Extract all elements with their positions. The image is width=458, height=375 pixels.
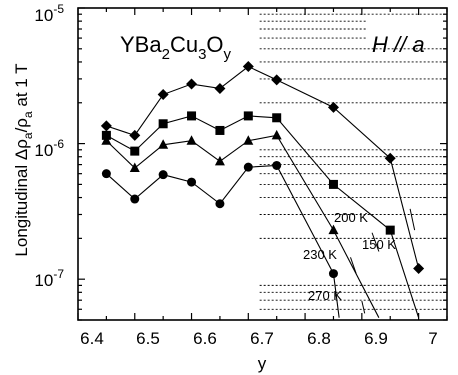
data-point xyxy=(272,113,282,123)
series-label-150k: 150 K xyxy=(362,237,396,252)
field-background xyxy=(367,14,445,45)
y-tick-label: 10-6 xyxy=(34,137,64,160)
x-tick-label: 6.4 xyxy=(80,329,104,348)
data-point xyxy=(158,170,168,180)
x-axis-title: y xyxy=(258,354,267,373)
data-point xyxy=(186,135,197,145)
data-point xyxy=(129,129,141,141)
series-line xyxy=(106,115,420,318)
data-point xyxy=(186,78,198,90)
x-tick-label: 6.7 xyxy=(250,329,274,348)
field-annotation: H // a xyxy=(372,32,425,57)
label-connector xyxy=(361,300,366,314)
data-point xyxy=(214,82,226,94)
data-point xyxy=(271,129,282,140)
data-point xyxy=(385,225,395,235)
markers-layer xyxy=(100,61,425,314)
formula-annotation: YBa2Cu3Oy xyxy=(120,32,232,63)
label-connector xyxy=(409,208,416,231)
x-tick-label: 6.8 xyxy=(307,329,331,348)
data-point xyxy=(328,179,338,189)
data-point xyxy=(101,169,111,179)
data-point xyxy=(272,160,282,170)
y-axis-title: Longitudinal Δρa/ρa at 1 T xyxy=(12,63,35,256)
series-line xyxy=(106,164,340,318)
data-point xyxy=(215,125,225,135)
data-point xyxy=(384,152,396,164)
y-tick-label: 10-5 xyxy=(34,2,64,25)
data-point xyxy=(214,155,225,166)
x-tick-label: 6.9 xyxy=(364,329,388,348)
x-tick-label: 6.6 xyxy=(193,329,217,348)
y-tick-label: 10-7 xyxy=(34,267,64,290)
data-point xyxy=(413,262,425,274)
formula-background xyxy=(100,14,254,45)
data-point xyxy=(243,111,253,121)
series-line xyxy=(106,65,420,269)
series-label-200k: 200 K xyxy=(334,210,368,225)
data-point xyxy=(243,162,253,172)
axes-layer xyxy=(77,7,448,321)
data-point xyxy=(243,135,254,145)
data-point xyxy=(129,162,140,173)
label-connector xyxy=(350,257,357,274)
data-point xyxy=(158,139,169,149)
data-point xyxy=(157,89,169,101)
data-point xyxy=(242,61,254,73)
label-connector xyxy=(371,232,380,252)
data-point xyxy=(130,194,140,204)
data-point xyxy=(101,135,112,145)
data-point xyxy=(328,224,339,235)
data-point xyxy=(328,269,338,279)
x-tick-label: 7 xyxy=(428,329,437,348)
grid-layer xyxy=(100,13,447,321)
lines-layer xyxy=(106,65,420,318)
data-point xyxy=(187,111,197,121)
data-point xyxy=(130,146,140,156)
x-tick-label: 6.5 xyxy=(136,329,160,348)
data-point xyxy=(215,199,225,209)
data-point xyxy=(100,120,112,132)
data-point xyxy=(187,177,197,187)
series-label-230k: 230 K xyxy=(303,247,337,262)
data-point xyxy=(158,119,168,129)
data-point xyxy=(271,74,283,86)
data-point xyxy=(327,101,339,113)
series-label-270k: 270 K xyxy=(308,288,342,303)
